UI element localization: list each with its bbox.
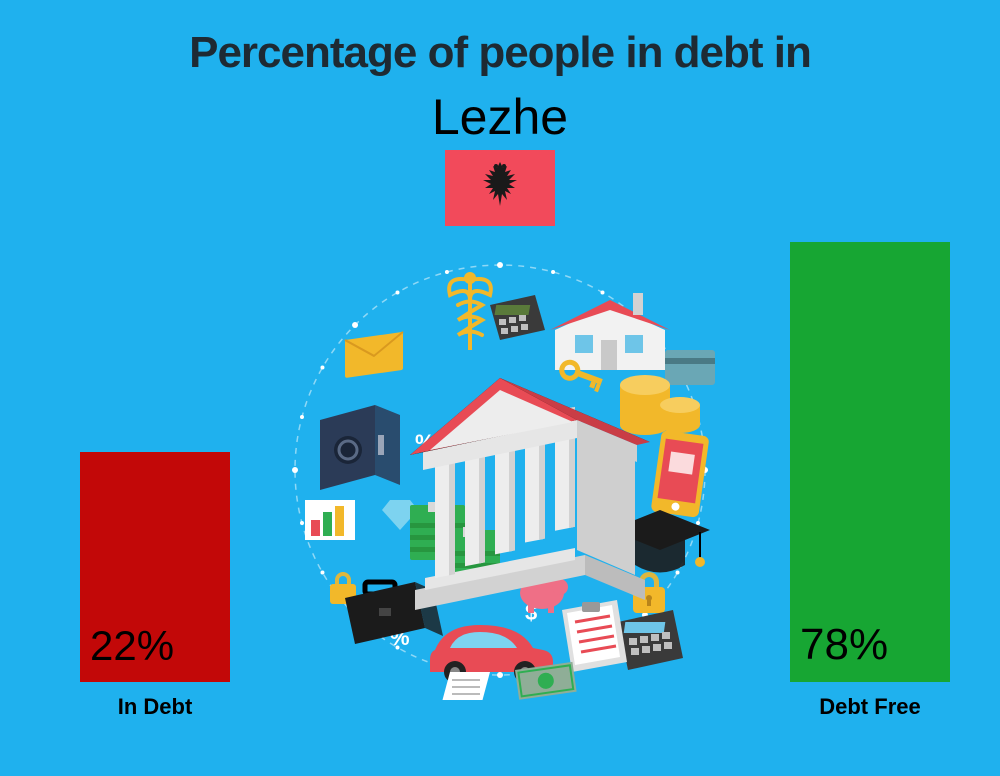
finance-illustration: % % % $ $ bbox=[270, 240, 730, 700]
bar-in-debt-label: In Debt bbox=[55, 694, 255, 720]
bar-debt-free: 78% bbox=[790, 242, 950, 682]
location-subtitle: Lezhe bbox=[0, 88, 1000, 146]
flag-albania bbox=[445, 150, 555, 226]
bar-debt-free-label: Debt Free bbox=[770, 694, 970, 720]
eagle-emblem-icon bbox=[475, 158, 525, 218]
bar-in-debt-value: 22% bbox=[90, 622, 174, 670]
bar-debt-free-value: 78% bbox=[800, 620, 888, 670]
bar-in-debt: 22% bbox=[80, 452, 230, 682]
page-title: Percentage of people in debt in bbox=[0, 28, 1000, 78]
infographic-canvas: Percentage of people in debt in Lezhe 22… bbox=[0, 0, 1000, 776]
